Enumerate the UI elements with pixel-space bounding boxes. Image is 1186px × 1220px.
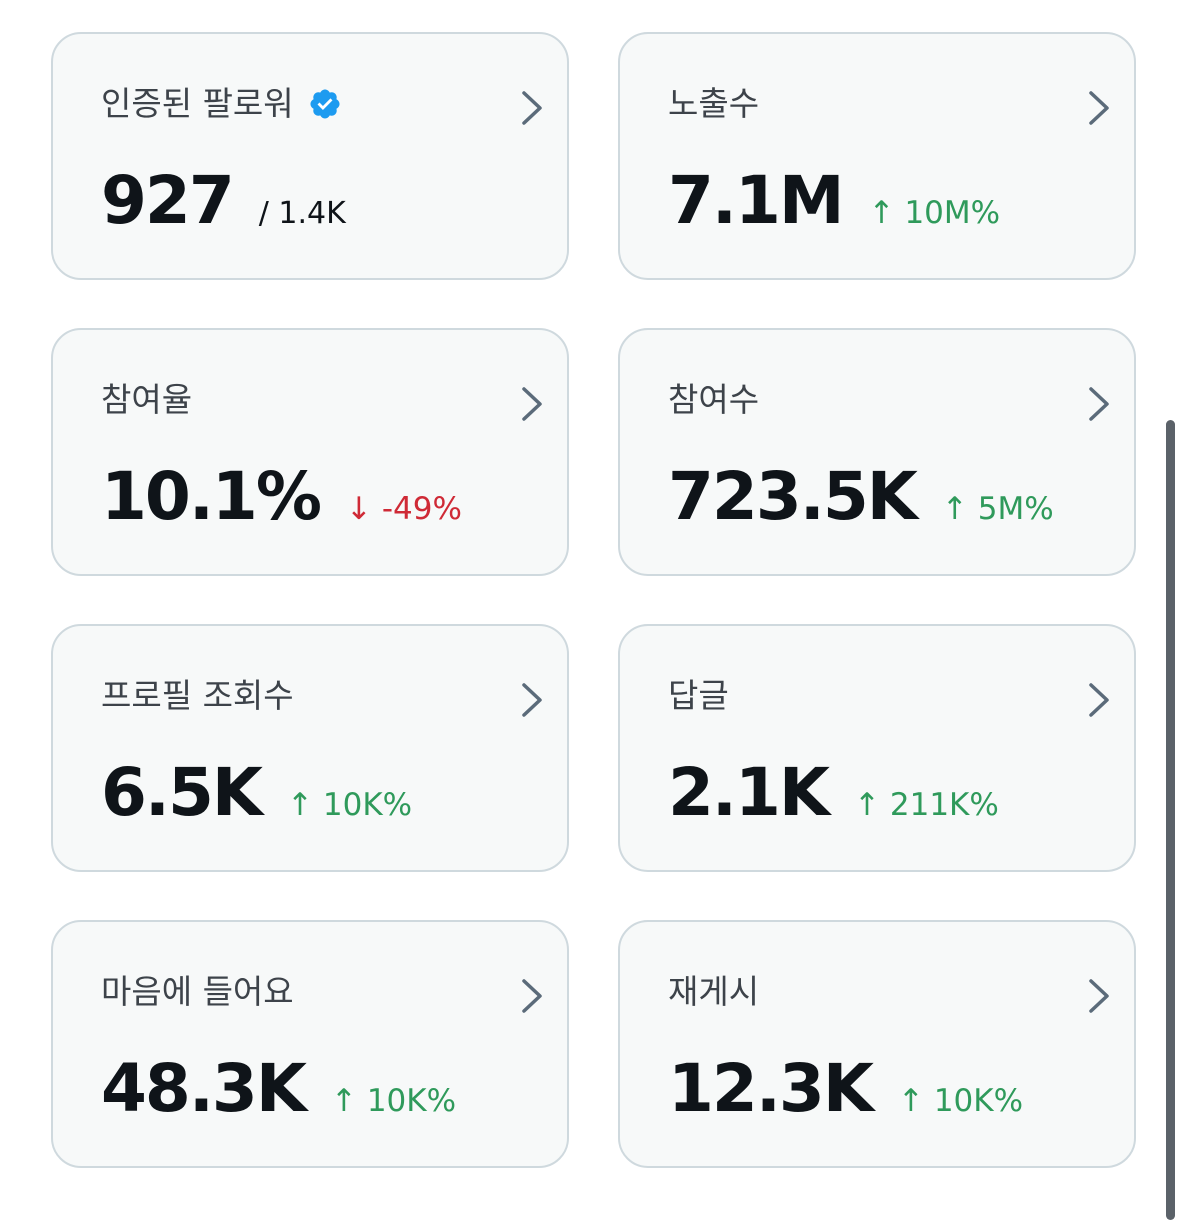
card-title: 참여율	[101, 380, 192, 420]
metrics-grid: 인증된 팔로워 927 / 1.4K 노출수 7.1M ↑ 10M% 참여율	[51, 32, 1136, 1168]
metric-change: ↑ 10M%	[868, 195, 1001, 231]
card-title-label: 인증된 팔로워	[101, 84, 294, 123]
card-title: 인증된 팔로워	[101, 84, 342, 124]
card-title-label: 참여율	[101, 380, 193, 419]
metric-card-profile-visits[interactable]: 프로필 조회수 6.5K ↑ 10K%	[51, 624, 569, 872]
metric-card-reposts[interactable]: 재게시 12.3K ↑ 10K%	[618, 920, 1136, 1168]
metric-card-likes[interactable]: 마음에 들어요 48.3K ↑ 10K%	[51, 920, 569, 1168]
card-value-row: 12.3K ↑ 10K%	[668, 1054, 1023, 1124]
chevron-right-icon[interactable]	[1086, 977, 1112, 1015]
metric-change: ↑ 10K%	[330, 1083, 457, 1119]
chevron-right-icon[interactable]	[519, 385, 545, 423]
metric-total: / 1.4K	[258, 196, 346, 231]
metric-card-engagements[interactable]: 참여수 723.5K ↑ 5M%	[618, 328, 1136, 576]
card-value-row: 2.1K ↑ 211K%	[668, 758, 999, 828]
card-value-row: 723.5K ↑ 5M%	[668, 462, 1054, 532]
metric-card-impressions[interactable]: 노출수 7.1M ↑ 10M%	[618, 32, 1136, 280]
card-title: 프로필 조회수	[101, 676, 294, 716]
metric-card-replies[interactable]: 답글 2.1K ↑ 211K%	[618, 624, 1136, 872]
card-title-label: 참여수	[668, 380, 760, 419]
metric-value: 7.1M	[668, 162, 845, 239]
card-title-label: 답글	[668, 676, 729, 715]
chevron-right-icon[interactable]	[1086, 681, 1112, 719]
chevron-right-icon[interactable]	[1086, 89, 1112, 127]
chevron-right-icon[interactable]	[1086, 385, 1112, 423]
scrollbar-thumb[interactable]	[1166, 420, 1175, 1220]
card-title: 노출수	[668, 84, 759, 124]
metric-change: ↑ 10K%	[287, 787, 413, 823]
card-value-row: 927 / 1.4K	[101, 166, 346, 236]
metric-value: 6.5K	[101, 754, 263, 831]
card-title: 마음에 들어요	[101, 972, 294, 1012]
card-title: 답글	[668, 676, 729, 716]
card-value-row: 48.3K ↑ 10K%	[101, 1054, 456, 1124]
chevron-right-icon[interactable]	[519, 977, 545, 1015]
metric-value: 723.5K	[668, 458, 918, 535]
metric-card-engagement-rate[interactable]: 참여율 10.1% ↓ -49%	[51, 328, 569, 576]
metric-value: 12.3K	[668, 1050, 874, 1127]
card-value-row: 10.1% ↓ -49%	[101, 462, 462, 532]
metric-change: ↑ 5M%	[941, 491, 1054, 527]
verified-badge-icon	[310, 89, 340, 119]
metric-value: 10.1%	[101, 458, 322, 535]
card-value-row: 7.1M ↑ 10M%	[668, 166, 1000, 236]
card-title: 재게시	[668, 972, 759, 1012]
card-title-label: 프로필 조회수	[101, 676, 294, 715]
metric-value: 2.1K	[668, 754, 830, 831]
metric-value: 48.3K	[101, 1050, 307, 1127]
metric-card-verified-followers[interactable]: 인증된 팔로워 927 / 1.4K	[51, 32, 569, 280]
metric-change: ↑ 10K%	[897, 1083, 1024, 1119]
card-value-row: 6.5K ↑ 10K%	[101, 758, 412, 828]
metric-change: ↓ -49%	[345, 491, 462, 527]
card-title-label: 재게시	[668, 972, 760, 1011]
chevron-right-icon[interactable]	[519, 89, 545, 127]
card-title: 참여수	[668, 380, 759, 420]
metric-change: ↑ 211K%	[854, 787, 999, 823]
card-title-label: 마음에 들어요	[101, 972, 294, 1011]
card-title-label: 노출수	[668, 84, 760, 123]
chevron-right-icon[interactable]	[519, 681, 545, 719]
metric-value: 927	[101, 162, 235, 239]
